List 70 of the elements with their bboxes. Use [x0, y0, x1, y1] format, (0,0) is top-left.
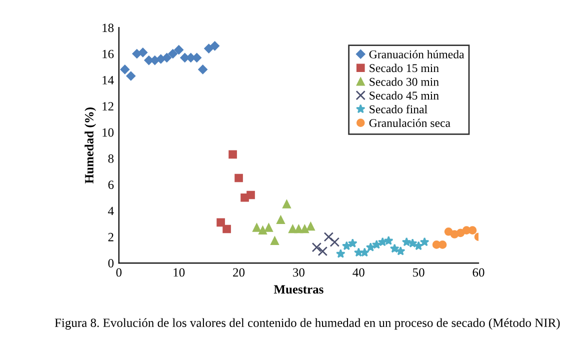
- point: [396, 246, 406, 256]
- point: [288, 224, 297, 234]
- point: [168, 49, 178, 58]
- x-axis-title: Muestras: [274, 285, 324, 294]
- point: [390, 244, 400, 253]
- legend-label: Secado 30 min: [370, 78, 439, 86]
- point: [300, 224, 309, 234]
- point: [252, 224, 261, 232]
- point: [204, 44, 214, 54]
- point: [408, 238, 418, 248]
- point: [420, 237, 430, 246]
- x-tick-label: 50: [413, 268, 424, 277]
- point: [198, 64, 208, 74]
- y-tick-label: 0: [108, 259, 114, 268]
- point: [336, 249, 346, 258]
- legend-label: Granuación húmeda: [369, 50, 464, 58]
- point: [138, 48, 148, 58]
- point: [312, 242, 322, 252]
- point: [270, 236, 279, 245]
- y-tick-label: 10: [102, 128, 114, 137]
- point: [264, 224, 273, 232]
- point: [222, 224, 231, 234]
- point: [162, 53, 172, 62]
- y-tick-label: 12: [102, 102, 114, 110]
- point: [372, 240, 382, 249]
- point: [234, 174, 243, 182]
- y-tick-label: 2: [108, 232, 114, 242]
- y-tick-label: 14: [102, 76, 114, 84]
- point: [384, 236, 394, 245]
- point: [330, 237, 340, 247]
- point: [444, 227, 453, 236]
- point: [324, 232, 334, 242]
- point: [120, 64, 130, 74]
- text: Figura 8. Evolución de los valores del contenido de humedad en un proceso de secado (Método NIR): [54, 318, 560, 330]
- point: [348, 238, 358, 248]
- x-tick-label: 30: [293, 268, 304, 277]
- point: [258, 226, 267, 234]
- point: [360, 248, 370, 257]
- point: [456, 228, 465, 238]
- legend-label: Secado final: [370, 104, 428, 114]
- point: [402, 237, 412, 246]
- point: [306, 222, 315, 231]
- point: [318, 246, 328, 256]
- y-tick-label: 4: [108, 206, 114, 216]
- point: [276, 216, 285, 224]
- y-axis-title: Humedad (%): [84, 107, 96, 184]
- point: [342, 241, 352, 250]
- y-tick-label: 6: [108, 180, 114, 190]
- point: [126, 71, 136, 81]
- point: [246, 190, 255, 200]
- y-tick-label: 8: [108, 154, 114, 163]
- x-tick-label: 60: [472, 268, 484, 277]
- y-tick-label: 16: [102, 50, 114, 58]
- x-tick-label: 40: [352, 268, 364, 277]
- point: [378, 237, 388, 246]
- point: [282, 200, 291, 208]
- legend-label: Granulación seca: [369, 118, 450, 128]
- legend-label: Secado 15 min: [370, 64, 439, 72]
- y-tick-label: 18: [102, 24, 114, 32]
- point: [228, 150, 237, 159]
- point: [174, 45, 184, 54]
- x-tick-label: 20: [233, 268, 245, 277]
- x-tick-label: 0: [116, 268, 122, 277]
- point: [414, 241, 424, 250]
- point: [210, 41, 220, 51]
- point: [366, 242, 376, 252]
- legend-label: Secado 45 min: [370, 91, 439, 100]
- point: [216, 218, 225, 227]
- point: [294, 224, 303, 234]
- x-tick-label: 10: [174, 268, 185, 277]
